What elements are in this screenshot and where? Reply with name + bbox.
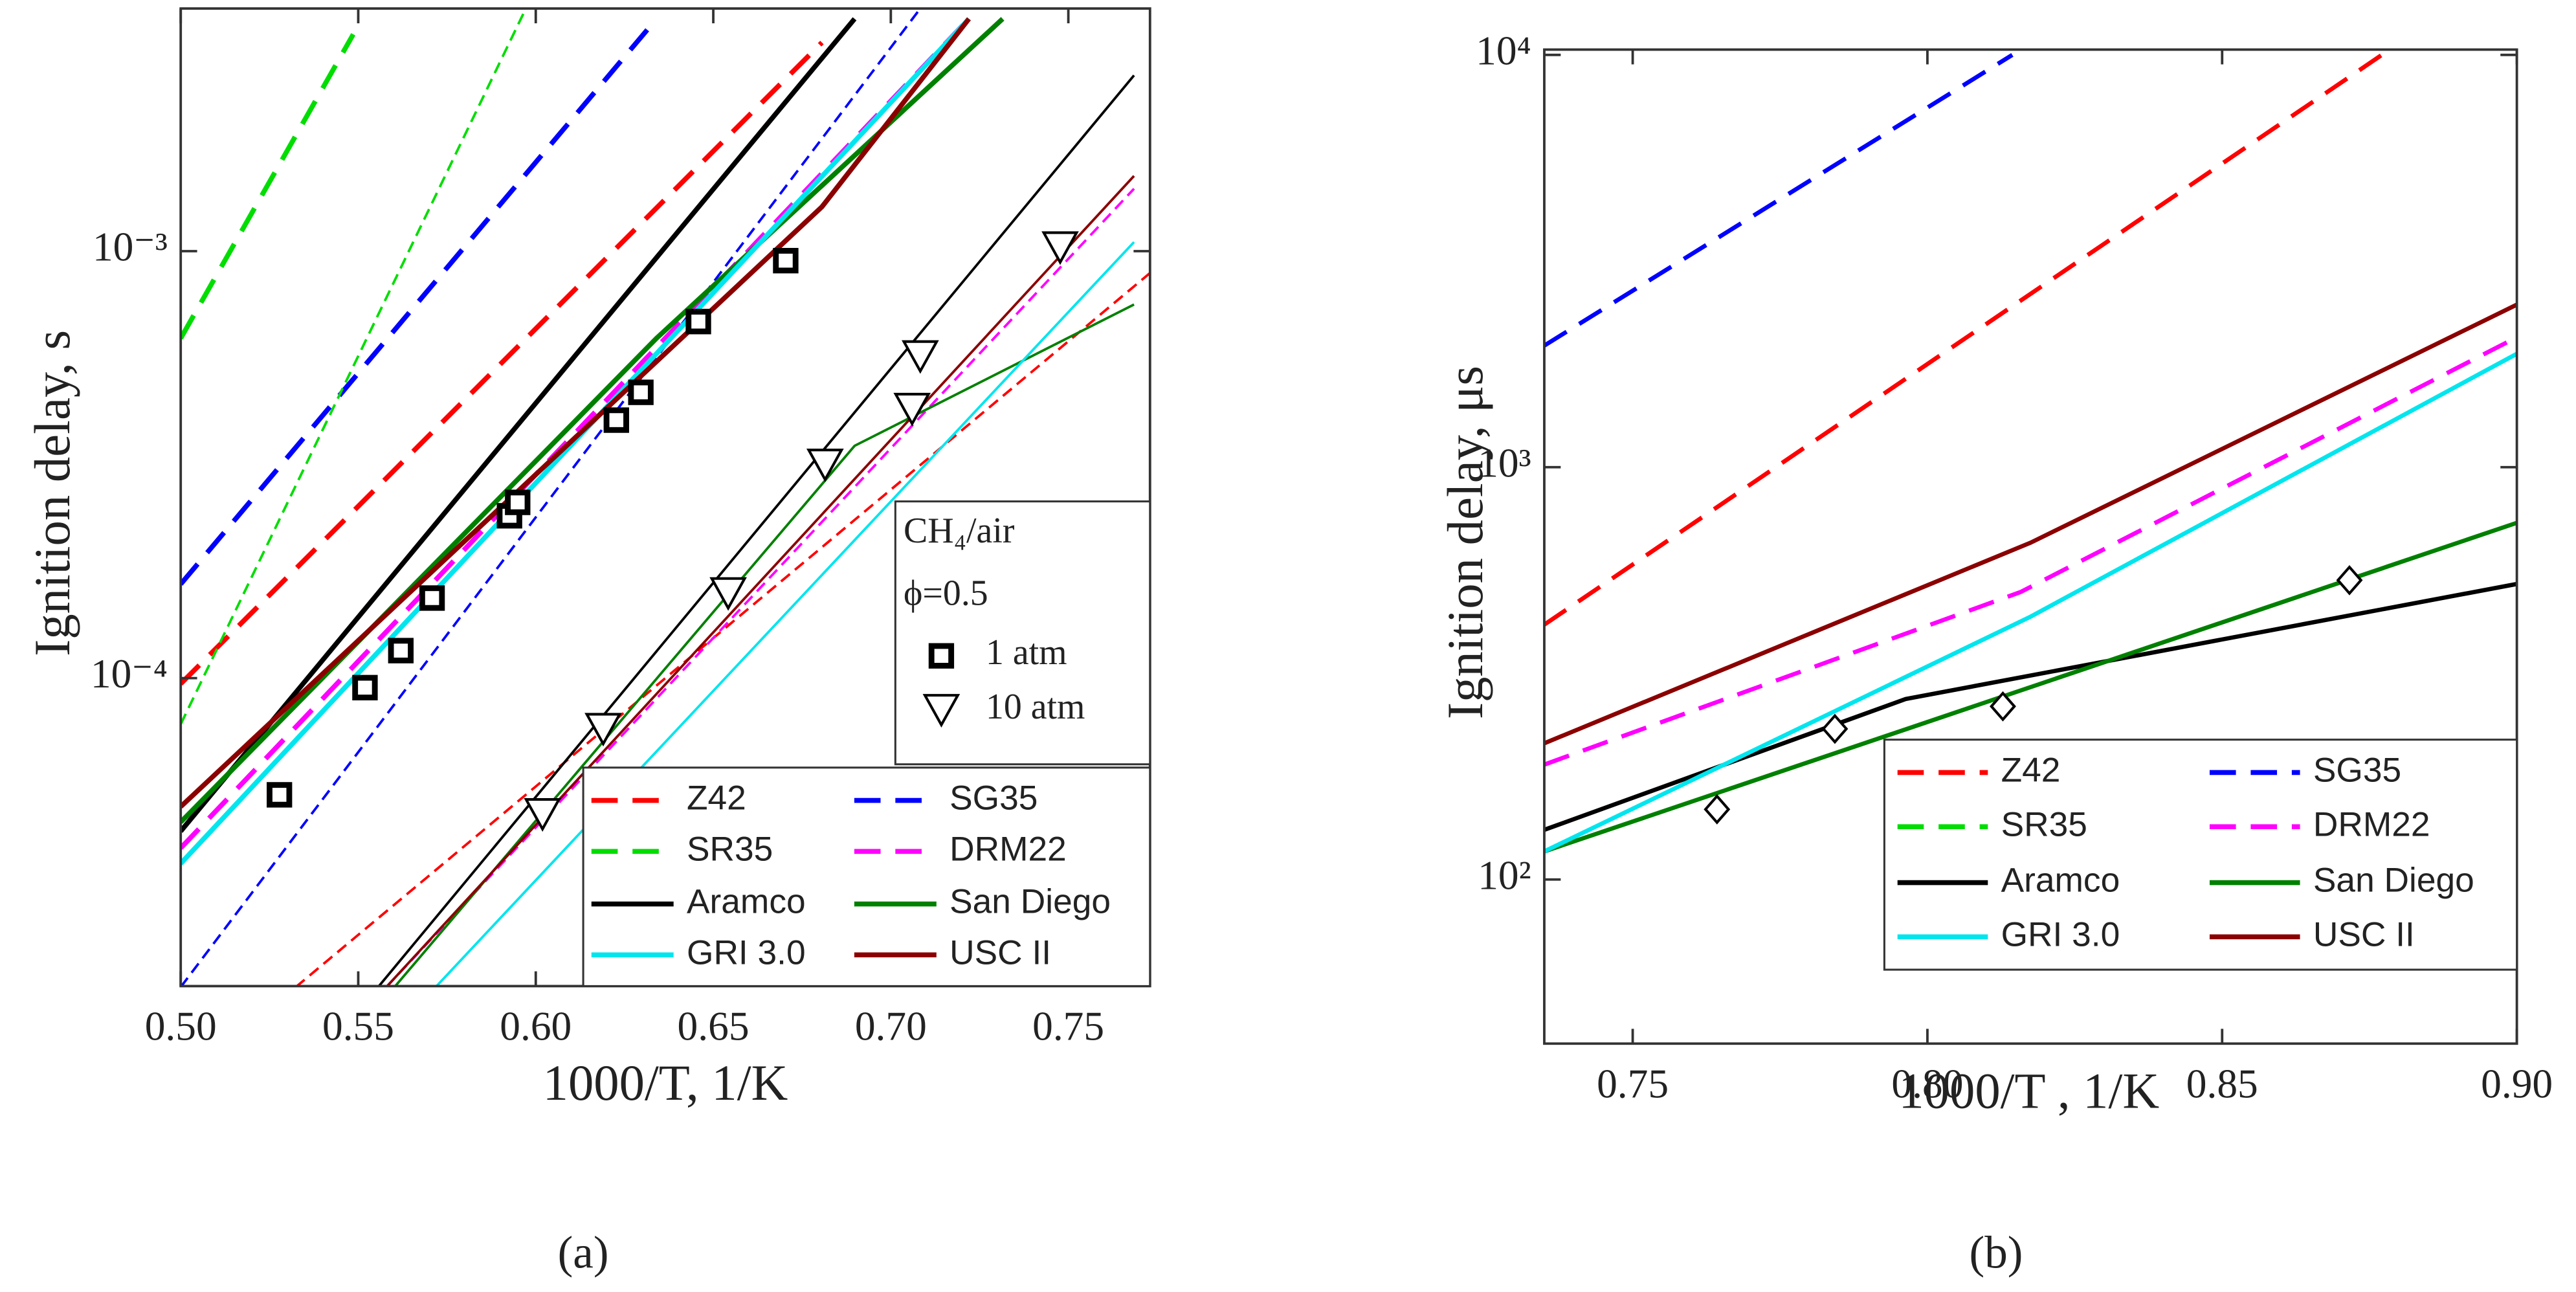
square-marker [628,379,654,405]
legend-label: SG35 [949,779,1038,818]
square-marker [773,247,799,274]
series-line [294,271,1150,986]
series-line [181,8,922,986]
y-axis-label: Ignition delay, s [25,330,81,656]
legend-label: Z42 [687,779,746,818]
diamond-marker [1704,794,1731,825]
legend-label: SG35 [2313,752,2401,790]
square-marker [685,309,711,335]
series-line [181,17,659,586]
square-marker [419,585,445,611]
x-tick-label: 0.75 [1032,1003,1104,1049]
series-line [181,17,857,833]
square-marker [388,638,414,663]
y-axis-label: Ignition delay, μs [1438,366,1494,719]
series-line [434,241,1135,986]
legend-label: USC II [2313,915,2415,953]
series-line [1544,302,2517,746]
x-tick-label: 0.80 [1891,1060,1963,1106]
plot-area [1544,52,2517,854]
legend-label: San Diego [949,883,1111,921]
triangle-marker [806,449,844,483]
annotation: ϕ=0.5 [904,574,988,614]
triangle-marker [1041,231,1079,265]
legend-label: SR35 [2001,805,2087,843]
series-line [377,74,1135,986]
legend-label: Aramco [2001,862,2120,900]
series-line [1544,351,2517,854]
legend-box [582,766,1151,987]
legend-label: Z42 [2001,752,2061,790]
marker-legend: CH₄/air ϕ=0.5 1 atm 10 atm [894,500,1151,766]
legend-label: SR35 [687,830,773,868]
caption: (b) [1970,1228,2023,1278]
series-line [385,175,1135,986]
legend: Z42 SG35 SR35 DRM22 Aramco San Diego GRI 3.0 US… [582,766,1151,987]
legend-label: Aramco [687,883,806,921]
x-tick-label: 0.85 [2186,1060,2258,1106]
series-line [181,17,972,808]
diamond-marker [1821,713,1849,744]
series-line [1544,581,2517,832]
legend: Z42 SG35 SR35 DRM22 Aramco San Diego GRI 3.0 US… [1883,739,2518,971]
y-tick-label: 10² [1478,852,1531,898]
series-line [181,33,356,340]
series-line [1544,335,2517,767]
legend-label: 10 atm [986,687,1085,727]
square-marker [267,782,293,808]
legend-label: DRM22 [2313,805,2430,843]
diamond-marker [2336,564,2363,596]
legend-label: USC II [949,933,1051,972]
diamond-marker [1990,691,2016,722]
chart-panel: 0.75 0.80 0.85 0.90 10² 10³ 10⁴ 1000/T , 1/K Ign… [1438,27,2553,1278]
legend-label: DRM22 [949,830,1067,868]
x-axis-label: 1000/T , 1/K [1898,1064,2159,1120]
plot-frame [1543,48,2518,1045]
y-tick-label: 10⁻⁴ [91,651,168,696]
legend-marker [922,694,960,728]
x-tick-label: 0.75 [1597,1060,1669,1106]
y-tick-label: 10³ [1478,440,1531,485]
series-line [1544,53,2383,627]
x-tick-label: 0.90 [2481,1060,2553,1106]
caption: (a) [558,1228,609,1278]
square-marker [603,407,629,433]
triangle-marker [584,713,622,747]
square-marker [505,489,531,515]
chart-panel: 0.50 0.55 0.60 0.65 0.70 0.75 10⁻⁴ 10⁻³ 1000/T, … [25,7,1151,1278]
y-tick-label: 10⁴ [1476,27,1531,73]
legend-label: GRI 3.0 [687,933,806,972]
series-line [1544,52,2014,348]
legend-label: 1 atm [986,632,1067,673]
legend-box [1883,739,2518,971]
x-axis-label: 1000/T, 1/K [543,1055,788,1111]
triangle-marker [709,577,747,611]
series-line [181,8,527,725]
x-tick-label: 0.60 [500,1003,572,1049]
x-tick-label: 0.50 [145,1003,217,1049]
x-tick-label: 0.55 [322,1003,394,1049]
x-tick-label: 0.65 [678,1003,749,1049]
series-line [181,41,824,686]
y-tick-label: 10⁻³ [93,224,168,270]
legend-marker [928,643,955,669]
square-marker [352,674,378,701]
legend-label: San Diego [2313,862,2474,900]
x-tick-label: 0.70 [855,1003,927,1049]
triangle-marker [893,392,931,427]
triangle-marker [902,340,939,374]
series-line [385,188,1135,986]
legend-label: GRI 3.0 [2001,915,2120,953]
annotation: CH₄/air [904,511,1015,551]
plot-area [181,8,1150,986]
triangle-marker [524,798,562,832]
